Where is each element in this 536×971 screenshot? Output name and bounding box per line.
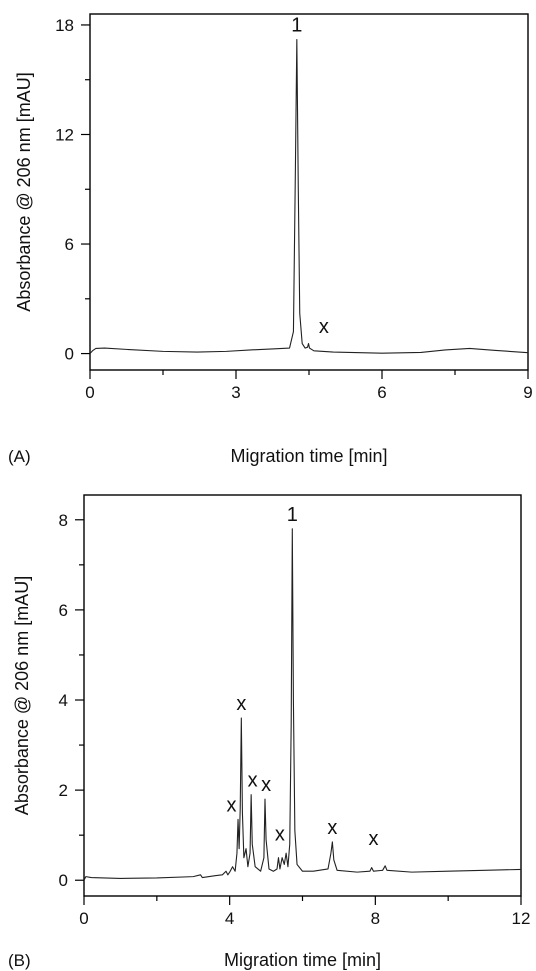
- y-tick-label: 18: [55, 16, 74, 35]
- y-tick-label: 2: [59, 781, 68, 800]
- peak-label-x: x: [226, 794, 236, 816]
- x-tick-label: 0: [85, 383, 94, 402]
- x-tick-label: 9: [523, 383, 532, 402]
- y-tick-label: 12: [55, 125, 74, 144]
- y-axis-label: Absorbance @ 206 nm [mAU]: [12, 576, 32, 815]
- x-axis-label: Migration time [min]: [224, 950, 381, 970]
- panel-b: 0 4 8 12 0 2 4 6 8 Migration time [min] Absorbance…: [8, 494, 531, 970]
- panel-label: (B): [8, 951, 31, 970]
- y-tick-label: 4: [59, 691, 68, 710]
- peak-label-x: x: [369, 828, 379, 850]
- x-tick-label: 3: [231, 383, 240, 402]
- peak-label-x: x: [319, 316, 329, 338]
- peak-label-x: x: [236, 693, 246, 715]
- plot-frame: [89, 13, 529, 371]
- peak-label-1: 1: [287, 504, 298, 526]
- x-tick-label: 8: [371, 909, 380, 928]
- y-tick-label: 6: [59, 601, 68, 620]
- y-tick-label: 8: [59, 511, 68, 530]
- x-tick-label: 0: [79, 909, 88, 928]
- electropherogram-trace: [83, 528, 522, 881]
- plot-frame: [83, 494, 522, 897]
- x-tick-label: 4: [225, 909, 234, 928]
- peak-label-x: x: [327, 817, 337, 839]
- peak-label-x: x: [261, 774, 271, 796]
- panel-label: (A): [8, 447, 31, 466]
- peak-label-x: x: [275, 824, 285, 846]
- y-tick-label: 6: [65, 235, 74, 254]
- x-tick-label: 12: [512, 909, 531, 928]
- panel-a: 0 3 6 9 0 6 12 18 Migration time [min] Absorbance…: [8, 13, 533, 466]
- x-tick-label: 6: [377, 383, 386, 402]
- y-tick-label: 0: [65, 345, 74, 364]
- peak-label-x: x: [248, 770, 258, 792]
- peak-label-1: 1: [291, 15, 302, 37]
- y-tick-label: 0: [59, 871, 68, 890]
- y-axis-label: Absorbance @ 206 nm [mAU]: [14, 72, 34, 311]
- x-axis-label: Migration time [min]: [230, 446, 387, 466]
- electropherogram-trace: [89, 39, 529, 354]
